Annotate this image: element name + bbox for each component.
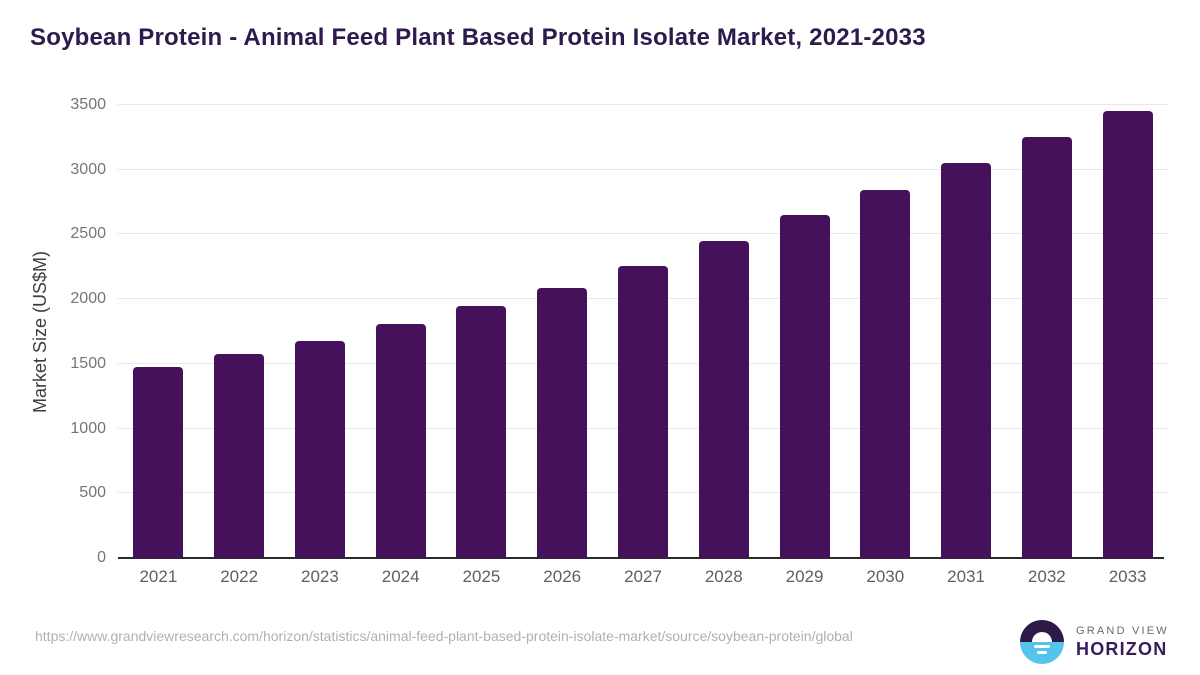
x-tick-label-2024: 2024 <box>381 567 420 586</box>
x-axis-line <box>118 557 1164 559</box>
bar-2023 <box>294 340 345 558</box>
y-tick-label-3000: 3000 <box>70 160 106 178</box>
gridline-3500 <box>118 104 1168 105</box>
x-tick-label-2027: 2027 <box>624 567 662 586</box>
bar-2030 <box>860 189 911 558</box>
gridline-3000 <box>118 168 1168 170</box>
bar-2032 <box>1021 137 1072 558</box>
bar-2026 <box>537 287 588 558</box>
bar-2027 <box>618 265 668 558</box>
bar-2024 <box>375 323 426 558</box>
logo-text-grand-view: GRAND VIEW <box>1076 624 1169 637</box>
y-tick-label-0: 0 <box>97 549 106 566</box>
x-tick-label-2026: 2026 <box>543 567 582 586</box>
x-tick-labels: 2021 2022 2023 2024 2025 2026 2027 2028 2029 2030… <box>118 567 1168 593</box>
bar-2031 <box>941 163 992 558</box>
y-tick-labels: 0 500 1000 1500 2000 2500 3000 3500 <box>0 96 106 566</box>
x-tick-label-2028: 2028 <box>704 567 743 586</box>
bar-2021 <box>133 367 184 558</box>
bar-2029 <box>779 215 830 558</box>
plot-area <box>118 104 1168 559</box>
y-tick-label-2500: 2500 <box>70 225 106 243</box>
y-tick-label-500: 500 <box>79 484 106 502</box>
x-tick-label-2025: 2025 <box>462 567 501 586</box>
x-tick-label-2021: 2021 <box>139 567 178 586</box>
logo-text-horizon: HORIZON <box>1076 638 1168 659</box>
y-tick-label-2000: 2000 <box>70 290 106 308</box>
grand-view-horizon-logo: GRAND VIEW HORIZON <box>1020 620 1169 664</box>
gridline-2500 <box>118 233 1168 235</box>
x-tick-label-2031: 2031 <box>947 567 985 586</box>
logo-wordmark: GRAND VIEW HORIZON <box>1076 625 1169 660</box>
bar-2033 <box>1102 110 1153 558</box>
x-tick-label-2023: 2023 <box>301 567 339 586</box>
chart-title: Soybean Protein - Animal Feed Plant Base… <box>30 24 926 51</box>
horizon-sun-icon <box>1020 620 1064 664</box>
sun-shape <box>1032 632 1052 642</box>
x-tick-label-2022: 2022 <box>220 567 259 586</box>
bar-2022 <box>214 354 265 558</box>
sun-reflection-line <box>1034 645 1050 648</box>
y-tick-label-1000: 1000 <box>70 419 106 437</box>
bar-2028 <box>698 240 749 558</box>
x-tick-label-2030: 2030 <box>866 567 905 586</box>
y-tick-label-3500: 3500 <box>70 96 106 113</box>
y-tick-label-1500: 1500 <box>70 354 106 372</box>
source-url: https://www.grandviewresearch.com/horizo… <box>35 628 853 644</box>
x-tick-label-2029: 2029 <box>785 567 824 586</box>
x-tick-label-2032: 2032 <box>1027 567 1066 586</box>
x-tick-label-2033: 2033 <box>1108 567 1147 586</box>
bar-2025 <box>456 305 507 558</box>
sun-reflection-line <box>1037 651 1047 654</box>
